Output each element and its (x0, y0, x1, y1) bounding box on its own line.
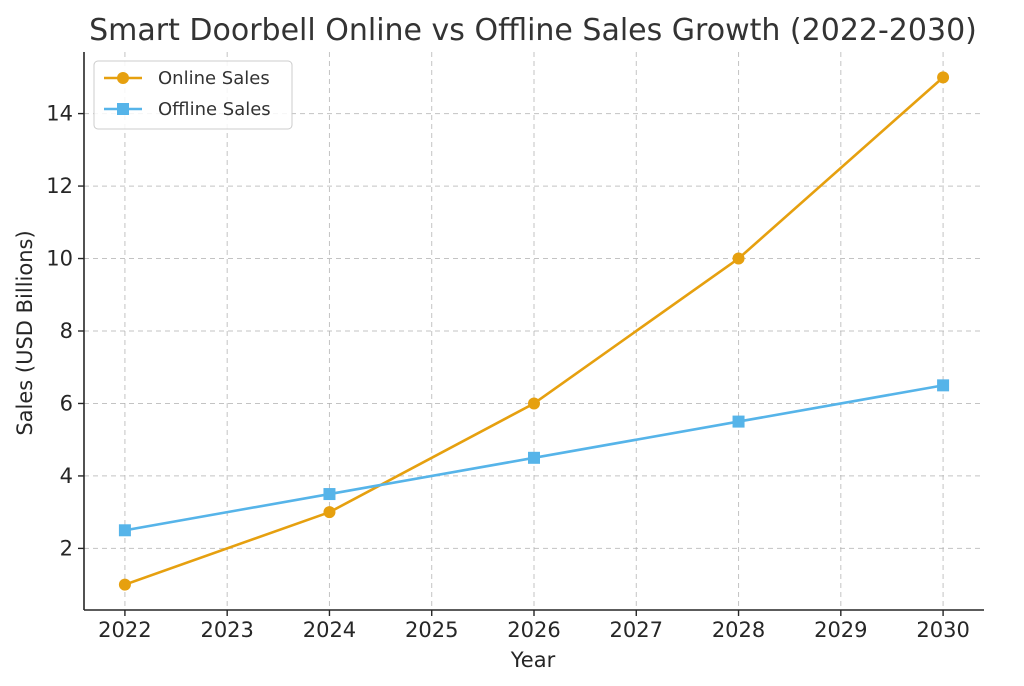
x-tick-label: 2030 (916, 618, 969, 642)
data-point (323, 488, 336, 501)
x-tick-label: 2024 (303, 618, 356, 642)
y-tick-label: 6 (60, 391, 73, 415)
series-offline-sales (118, 379, 950, 537)
x-tick-label: 2022 (98, 618, 151, 642)
data-point (937, 379, 950, 392)
chart-title: Smart Doorbell Online vs Offline Sales G… (89, 13, 977, 48)
legend-marker-offline (117, 103, 129, 115)
data-point (118, 578, 131, 591)
x-tick-label: 2026 (507, 618, 560, 642)
y-tick-label: 14 (46, 102, 73, 126)
y-tick-label: 8 (60, 319, 73, 343)
data-point (323, 506, 336, 519)
x-tick-label: 2023 (200, 618, 253, 642)
x-axis-label: Year (510, 648, 556, 672)
x-tick-label: 2025 (405, 618, 458, 642)
legend-label-online: Online Sales (158, 68, 270, 89)
data-point (528, 451, 540, 464)
data-point (937, 71, 950, 84)
x-tick-label: 2027 (610, 618, 663, 642)
data-point (118, 524, 131, 537)
legend-marker-online (117, 72, 129, 84)
series-online-sales (118, 71, 950, 591)
y-axis-ticks: 2 4 6 8 10 12 14 (46, 102, 84, 560)
legend-box (93, 60, 293, 130)
y-tick-label: 2 (60, 536, 73, 560)
y-tick-label: 10 (46, 247, 73, 271)
legend: Online Sales Offline Sales (93, 60, 293, 130)
x-tick-label: 2029 (814, 618, 867, 642)
y-axis-label: Sales (USD Billions) (13, 230, 37, 435)
legend-label-offline: Offline Sales (158, 99, 271, 120)
x-axis-ticks: 2022 2023 2024 2025 2026 2027 2028 2029 2030 (98, 610, 970, 642)
y-tick-label: 4 (60, 464, 73, 488)
data-point (528, 397, 540, 410)
y-tick-label: 12 (46, 174, 73, 198)
grid (84, 52, 984, 610)
data-point (732, 252, 745, 265)
data-point (732, 415, 745, 428)
series (118, 71, 950, 591)
x-tick-label: 2028 (712, 618, 765, 642)
